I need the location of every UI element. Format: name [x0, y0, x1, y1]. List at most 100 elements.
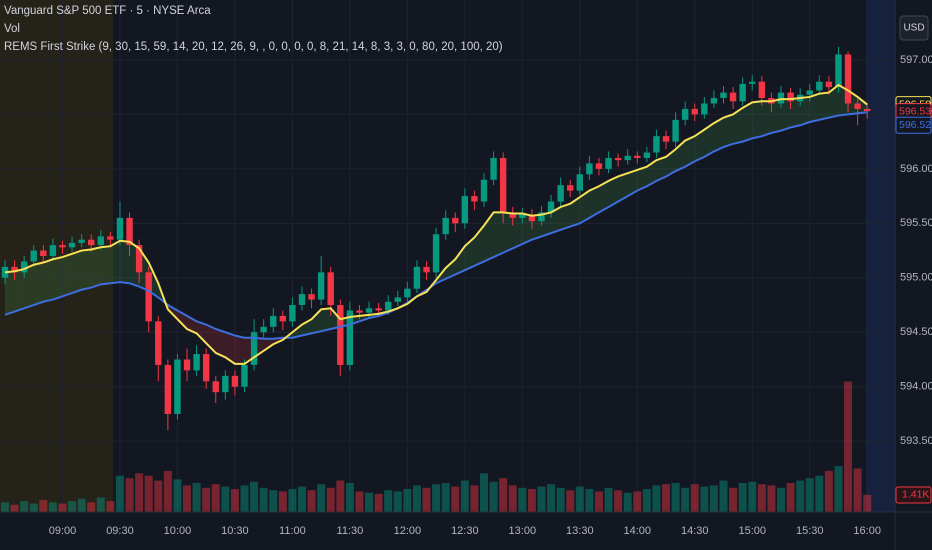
- candle-body: [557, 185, 564, 202]
- ma-fill: [311, 309, 322, 334]
- candle-body: [356, 310, 363, 313]
- volume-bar: [537, 486, 546, 512]
- volume-bar: [623, 492, 632, 512]
- volume-bar: [671, 483, 680, 512]
- volume-bar: [269, 490, 278, 512]
- volume-bar: [393, 491, 402, 512]
- volume-label-box: [895, 486, 932, 504]
- candle-body: [59, 245, 66, 248]
- candle-body: [337, 305, 344, 365]
- ma-fill: [512, 213, 523, 249]
- postmarket-shade: [866, 0, 895, 512]
- currency-button[interactable]: [899, 15, 929, 41]
- volume-bar: [518, 487, 527, 512]
- volume-bar: [154, 480, 163, 512]
- ma-fill: [81, 249, 92, 290]
- indicator-legend: REMS First Strike (9, 30, 15, 59, 14, 20…: [4, 41, 503, 53]
- x-tick-label: 13:00: [509, 525, 537, 537]
- volume-bar: [441, 483, 450, 512]
- volume-bar: [432, 484, 441, 512]
- candle-body: [164, 364, 172, 414]
- ma-fill: [771, 99, 781, 133]
- price-axis: [895, 0, 932, 550]
- ma-fill: [685, 136, 695, 167]
- candle-body: [614, 157, 622, 161]
- candle-body: [126, 217, 133, 246]
- x-tick-label: 16:00: [853, 525, 881, 537]
- volume-bar: [336, 480, 345, 512]
- candle-body: [222, 375, 229, 393]
- candle-body: [634, 155, 641, 158]
- volume-bar: [805, 478, 814, 512]
- candle-body: [806, 90, 813, 95]
- candle-body: [212, 381, 219, 393]
- candle-body: [404, 288, 411, 298]
- x-tick-label: 09:30: [106, 525, 134, 537]
- candle-body: [480, 179, 488, 202]
- candle-body: [423, 266, 430, 273]
- volume-bar: [278, 491, 287, 512]
- y-tick-label: 596.00: [900, 163, 932, 175]
- ma-fill: [234, 335, 245, 364]
- volume-bar: [68, 501, 77, 512]
- volume-bar: [58, 503, 67, 512]
- candle-body: [135, 245, 143, 273]
- ma-fill: [733, 107, 743, 144]
- candle-body: [260, 326, 267, 333]
- volume-bar: [192, 483, 201, 512]
- ma-fill: [809, 93, 820, 123]
- ma-line: [4, 111, 868, 340]
- ma-fill: [704, 123, 714, 157]
- volume-bar: [652, 485, 661, 512]
- candle-body: [40, 250, 47, 256]
- candle-body: [107, 236, 114, 240]
- ma-fill: [819, 92, 829, 120]
- candle-body: [193, 354, 200, 371]
- volume-bar: [221, 486, 230, 512]
- ma-fill: [800, 96, 810, 126]
- candle-body: [787, 92, 794, 102]
- y-tick-label: 595.50: [900, 217, 932, 229]
- volume-bar: [96, 497, 105, 512]
- x-tick-label: 15:00: [738, 525, 766, 537]
- volume-bar: [642, 489, 651, 512]
- ma-fill: [292, 324, 302, 338]
- volume-bar: [786, 483, 795, 512]
- volume-bar: [250, 481, 259, 512]
- candle-body: [346, 310, 354, 365]
- volume-bar: [10, 504, 19, 512]
- candle-body: [653, 136, 660, 153]
- candle-body: [729, 92, 737, 102]
- volume-bar: [480, 473, 488, 512]
- volume-bar: [633, 491, 642, 512]
- volume-bar: [355, 491, 364, 512]
- candle-body: [365, 308, 373, 313]
- volume-bar: [135, 473, 144, 512]
- candle-body: [662, 136, 670, 142]
- volume-bar: [470, 485, 479, 512]
- candle-body: [78, 239, 85, 243]
- volume-bar: [240, 485, 249, 512]
- ma-fill: [119, 240, 130, 284]
- volume-bar: [566, 490, 575, 512]
- x-tick-label: 14:30: [681, 525, 709, 537]
- ma-fill: [752, 101, 762, 139]
- candle-body: [20, 261, 28, 273]
- y-tick-label: 594.50: [900, 326, 932, 338]
- x-tick-label: 10:00: [164, 525, 192, 537]
- ma-fill: [790, 98, 801, 128]
- ma-fill: [608, 176, 619, 207]
- ma-fill: [589, 186, 599, 218]
- x-tick-label: 09:00: [49, 525, 77, 537]
- volume-bar: [125, 478, 134, 512]
- ma-fill: [206, 324, 216, 353]
- candle-body: [461, 196, 469, 224]
- x-tick-label: 11:00: [279, 525, 306, 537]
- ma-fill: [263, 338, 274, 351]
- candle-body: [519, 214, 526, 218]
- candle-body: [490, 157, 497, 180]
- volume-bar: [326, 487, 335, 512]
- ma-line: [4, 83, 868, 365]
- volume-bar: [345, 483, 354, 512]
